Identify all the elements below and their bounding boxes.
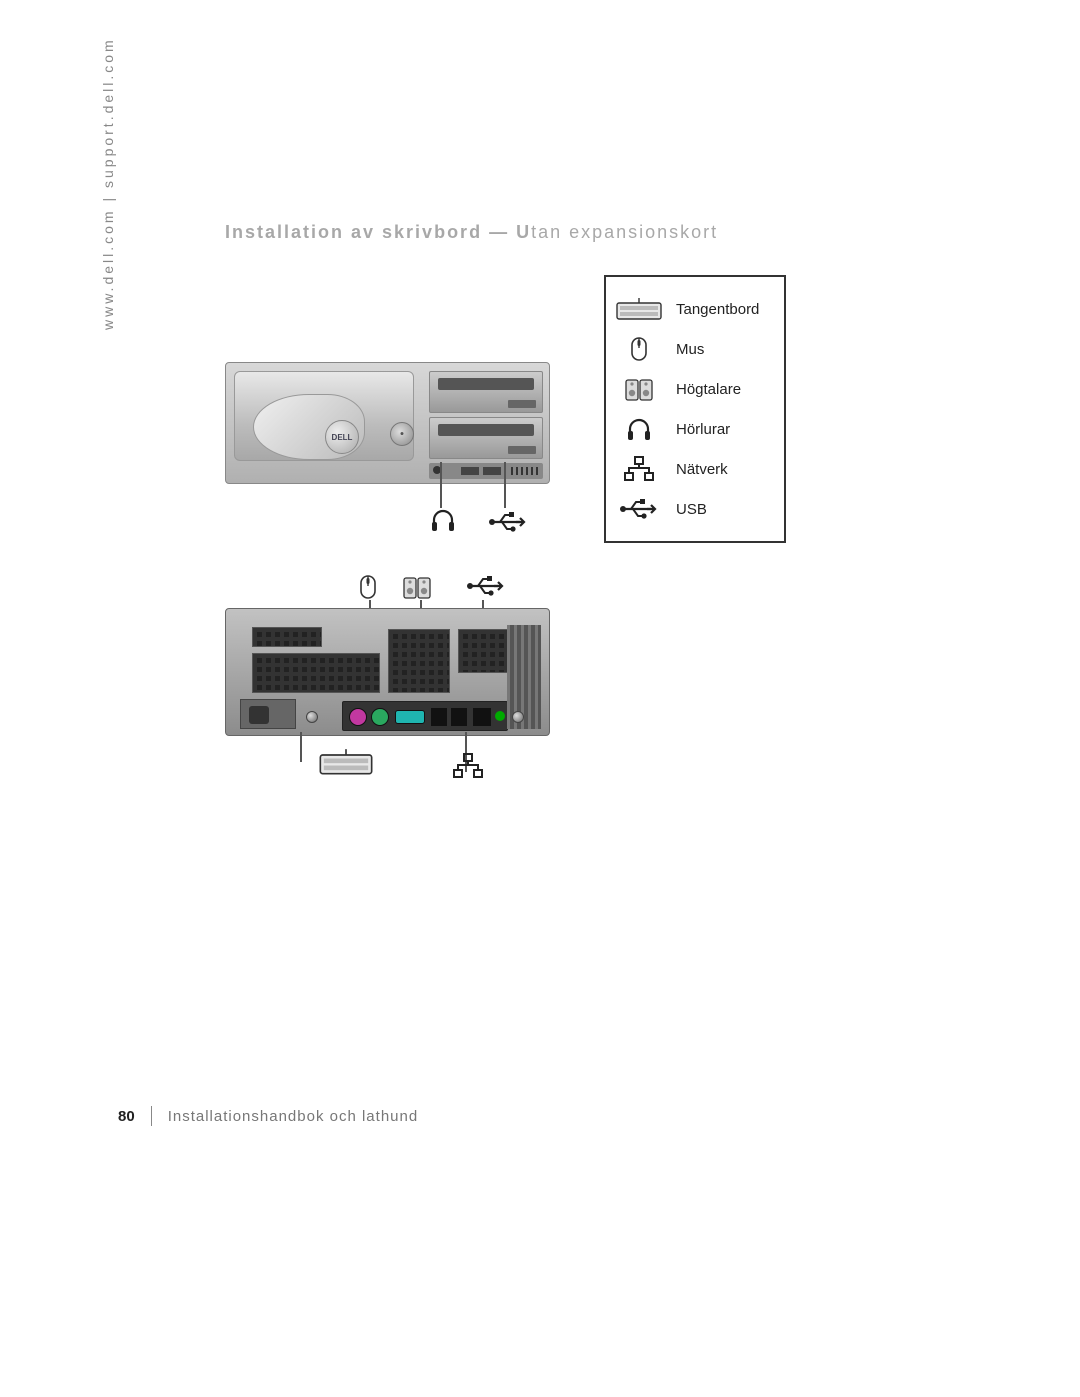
page-heading: Installation av skrivbord — Utan expansi… [225,222,718,243]
optical-drive-1 [429,371,543,413]
power-supply-socket [240,699,296,729]
vent-grille [388,629,450,693]
speakers-icon [402,574,432,600]
headphones-icon [430,506,456,534]
usb-icon [488,510,528,534]
legend-label: Högtalare [676,381,741,398]
speakers-icon [616,376,662,402]
computer-back-view [225,608,550,736]
headphones-icon [616,415,662,443]
footer-separator [151,1106,152,1126]
legend-row-keyboard: Tangentbord [616,289,774,329]
front-chassis: DELL [225,362,550,484]
usb-icon [466,574,506,598]
page-footer: 80 Installationshandbok och lathund [118,1106,418,1126]
back-chassis [225,608,550,736]
vent-grille [252,653,380,693]
mouse-icon [616,336,662,362]
front-io-ports [429,463,543,479]
ps2-keyboard-port [349,708,367,726]
legend-label: Hörlurar [676,421,730,438]
thumbscrew [512,711,524,723]
keyboard-icon [318,748,374,776]
rear-usb-port [451,708,467,726]
network-icon [452,752,484,780]
front-indicator-leds [511,467,539,475]
optical-drive-2 [429,417,543,459]
legend-box: Tangentbord Mus Högtalare Hörlurar Nätve… [604,275,786,543]
front-usb-port-2 [483,467,501,475]
cable-keyboard [300,732,302,762]
thumbscrew [306,711,318,723]
legend-label: Tangentbord [676,301,759,318]
legend-row-usb: USB [616,489,774,529]
cable-front-headphones [440,462,442,508]
audio-jack [495,711,505,721]
page-number: 80 [118,1108,135,1125]
front-usb-port-1 [461,467,479,475]
network-icon [616,455,662,483]
vent-grille [252,627,322,647]
legend-label: Mus [676,341,704,358]
footer-title: Installationshandbok och lathund [168,1108,419,1125]
cable-front-usb [504,462,506,508]
legend-row-mouse: Mus [616,329,774,369]
heading-light: tan expansionskort [531,222,718,242]
rear-io-plate [342,701,508,731]
legend-label: Nätverk [676,461,728,478]
usb-icon [616,497,662,521]
mouse-icon [358,574,378,600]
computer-front-view: DELL [225,362,550,484]
power-button [390,422,414,446]
legend-label: USB [676,501,707,518]
serial-port [395,710,425,724]
sidebar-url: www.dell.com | support.dell.com [100,37,116,330]
rear-usb-port [431,708,447,726]
ps2-mouse-port [371,708,389,726]
legend-row-headphones: Hörlurar [616,409,774,449]
front-left-panel: DELL [234,371,414,461]
dell-badge: DELL [325,420,359,454]
keyboard-icon [616,297,662,321]
legend-row-network: Nätverk [616,449,774,489]
network-port [473,708,491,726]
heading-bold: Installation av skrivbord — U [225,222,531,242]
legend-row-speakers: Högtalare [616,369,774,409]
